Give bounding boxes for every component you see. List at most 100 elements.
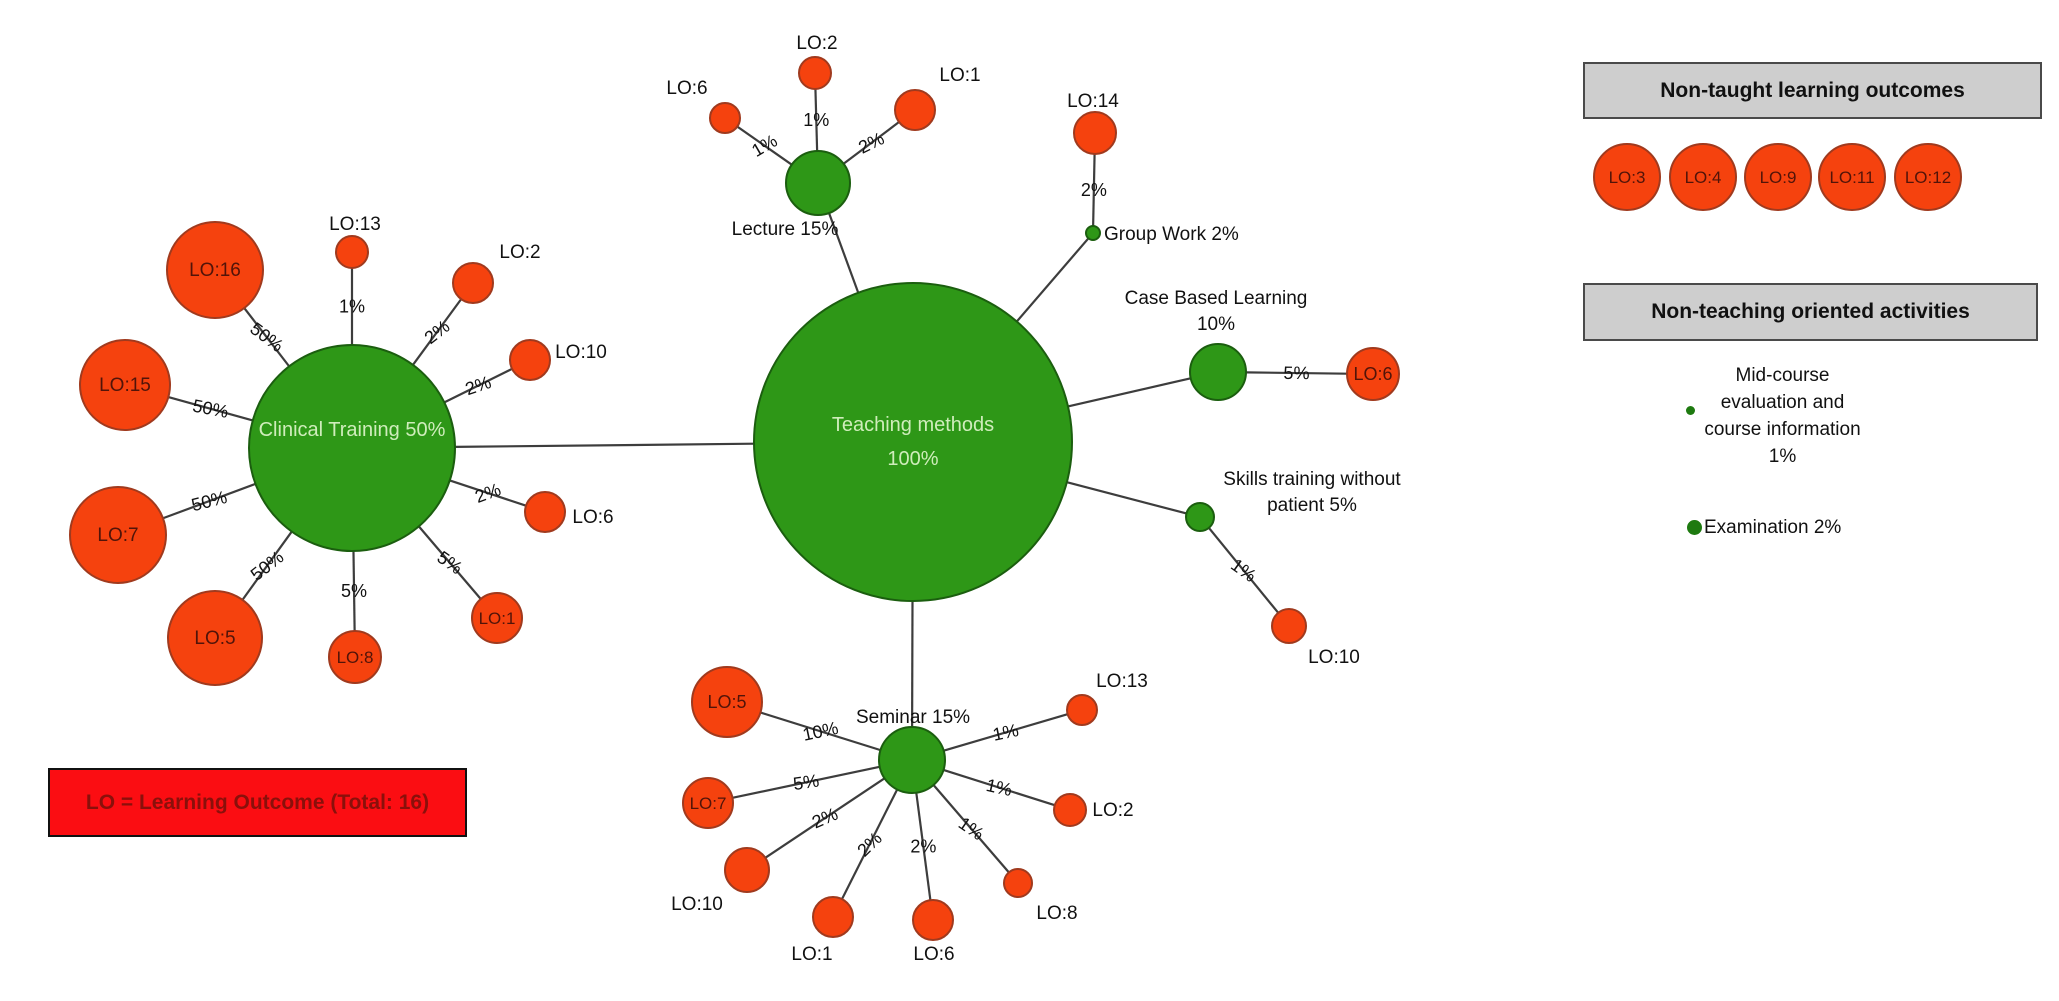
edge-skills-sk-lo10	[1208, 527, 1280, 614]
node-label-lec-lo2: LO:2	[796, 33, 837, 54]
node-cl-lo7	[69, 486, 167, 584]
edge-pct-lecture-lec-lo2: 1%	[803, 110, 829, 130]
node-cl-lo2	[452, 262, 494, 304]
node-label-cl-lo2: LO:2	[499, 242, 540, 263]
node-label-cl-lo6: LO:6	[572, 507, 613, 528]
edge-pct-seminar-sem-lo6: 2%	[910, 836, 936, 856]
edge-pct-seminar-sem-lo10: 2%	[809, 804, 841, 833]
node-lg-lo12	[1894, 143, 1962, 211]
node-gw-lo14	[1073, 111, 1117, 155]
edge-lecture-lec-lo2	[814, 88, 819, 152]
node-sem-lo2	[1053, 793, 1087, 827]
mid-course-entry: Mid-course evaluation and course informa…	[1704, 365, 1861, 467]
node-lec-lo2	[798, 56, 832, 90]
node-cl-lo1	[471, 592, 523, 644]
legend-non-teaching-box: Non-teaching oriented activities	[1583, 283, 2038, 341]
node-label-cl-lo13: LO:13	[329, 214, 381, 235]
node-label-skills: Skills training without patient 5%	[1223, 469, 1401, 516]
node-sem-lo5	[691, 666, 763, 738]
node-label-sem-lo2: LO:2	[1092, 800, 1133, 821]
label-layer: 1% 1% 2% 2% 5% 1% 50% 1% 2% 50% 2% 50% 2% 50% 5% 5% 10% 5…	[97, 33, 1951, 965]
edge-seminar-sem-lo10	[764, 777, 886, 859]
edge-clinical-cl-lo15	[168, 395, 254, 422]
node-cl-lo8	[328, 630, 382, 684]
node-label-lg-lo12: LO:12	[1905, 168, 1951, 187]
node-label-clinical: Clinical Training 50%	[259, 419, 446, 441]
edge-clinical-cl-lo16	[243, 307, 291, 368]
legend-non-taught-title: Non-taught learning outcomes	[1660, 78, 1965, 102]
node-label-sem-lo8: LO:8	[1036, 903, 1077, 924]
edge-pct-clinical-cl-lo7: 50%	[189, 487, 229, 515]
edge-casebased-cb-lo6	[1245, 371, 1348, 375]
node-label-groupwork: Group Work 2%	[1104, 224, 1239, 245]
node-label-lg-lo4: LO:4	[1685, 168, 1722, 187]
node-cl-lo16	[166, 221, 264, 319]
node-cl-lo5	[167, 590, 263, 686]
edge-pct-seminar-sem-lo1: 2%	[853, 828, 886, 860]
edge-pct-clinical-cl-lo16: 50%	[246, 318, 287, 356]
node-sem-lo8	[1003, 868, 1033, 898]
node-layer	[69, 56, 1962, 941]
examination-entry: Examination 2%	[1704, 517, 1842, 538]
node-label-lg-lo9: LO:9	[1760, 168, 1797, 187]
node-cl-lo15	[79, 339, 171, 431]
node-lg-lo9	[1744, 143, 1812, 211]
node-sem-lo7	[682, 777, 734, 829]
node-label-lg-lo11: LO:11	[1829, 168, 1874, 187]
node-sk-lo10	[1271, 608, 1307, 644]
node-cl-lo10	[509, 339, 551, 381]
edge-seminar-sem-lo2	[943, 768, 1056, 807]
edge-pct-clinical-cl-lo5: 50%	[247, 547, 288, 585]
edge-seminar-sem-lo7	[732, 765, 880, 799]
node-label-cl-lo7: LO:7	[97, 525, 138, 546]
node-label-sk-lo10: LO:10	[1308, 647, 1360, 668]
lo-note-box: LO = Learning Outcome (Total: 16)	[48, 768, 467, 837]
edge-teaching-clinical	[454, 442, 755, 448]
edge-teaching-casebased	[1067, 377, 1191, 408]
edge-pct-groupwork-gw-lo14: 2%	[1081, 180, 1107, 200]
mid-course-dot-icon	[1686, 406, 1695, 415]
node-teaching	[753, 282, 1073, 602]
node-label-cl-lo1: LO:1	[479, 609, 516, 628]
node-label-cl-lo16: LO:16	[189, 260, 241, 281]
edge-pct-clinical-cl-lo1: 5%	[433, 547, 466, 578]
edge-pct-seminar-sem-lo8: 1%	[955, 813, 988, 844]
lo-note-text: LO = Learning Outcome (Total: 16)	[85, 790, 430, 814]
node-label-seminar: Seminar 15%	[856, 707, 970, 728]
node-label-gw-lo14: LO:14	[1067, 91, 1119, 112]
edge-pct-seminar-sem-lo5: 10%	[801, 718, 840, 745]
node-label-lec-lo6: LO:6	[666, 78, 707, 99]
node-label-cl-lo5: LO:5	[194, 628, 235, 649]
node-label-sem-lo6: LO:6	[913, 944, 954, 965]
node-label-lec-lo1: LO:1	[939, 65, 980, 86]
node-sem-lo10	[724, 847, 770, 893]
node-clinical	[248, 344, 456, 552]
node-label-sem-lo10: LO:10	[671, 894, 723, 915]
edge-seminar-sem-lo13	[943, 713, 1068, 752]
edge-pct-seminar-sem-lo2: 1%	[984, 775, 1014, 800]
edge-pct-skills-sk-lo10: 1%	[1227, 555, 1260, 586]
node-label-teaching: Teaching methods 100%	[832, 414, 994, 470]
node-label-cl-lo10: LO:10	[555, 342, 607, 363]
edge-layer	[162, 88, 1348, 901]
edge-clinical-cl-lo6	[449, 479, 527, 507]
edge-pct-seminar-sem-lo13: 1%	[991, 720, 1020, 745]
edge-seminar-sem-lo5	[760, 711, 881, 752]
node-sem-lo6	[912, 899, 954, 941]
node-sem-lo1	[812, 896, 854, 938]
legend-non-taught-box: Non-taught learning outcomes	[1583, 62, 2042, 119]
node-label-sem-lo1: LO:1	[791, 944, 832, 965]
edge-pct-lecture-lec-lo6: 1%	[748, 130, 781, 160]
edge-pct-clinical-cl-lo15: 50%	[191, 396, 230, 422]
edge-seminar-sem-lo1	[841, 788, 899, 900]
node-lg-lo4	[1669, 143, 1737, 211]
edge-pct-casebased-cb-lo6: 5%	[1283, 363, 1309, 383]
node-label-sem-lo5: LO:5	[707, 692, 746, 712]
edge-clinical-cl-lo1	[418, 525, 482, 600]
node-label-lecture: Lecture 15%	[732, 219, 839, 240]
edge-seminar-sem-lo8	[932, 784, 1010, 874]
node-label-sem-lo13: LO:13	[1096, 671, 1148, 692]
node-lecture	[785, 150, 851, 216]
